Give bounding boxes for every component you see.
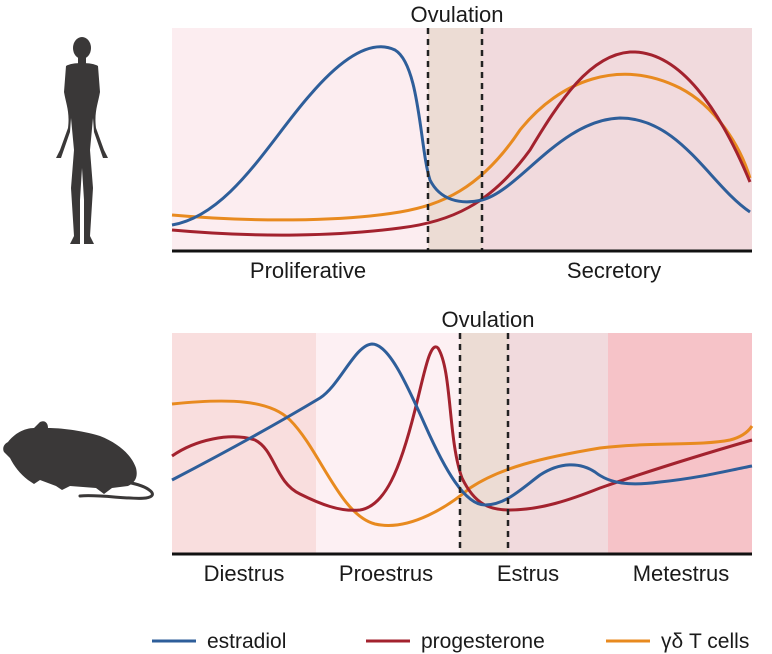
phase-label-estrus: Estrus	[497, 561, 559, 586]
legend-estradiol-label: estradiol	[207, 630, 286, 653]
mouse-estradiol-curve	[171, 342, 753, 507]
human-ovulation-band	[428, 28, 482, 250]
phase-label-proestrus: Proestrus	[339, 561, 433, 586]
proestrus-shading	[316, 333, 460, 553]
mouse-silhouette-icon	[3, 421, 154, 500]
phase-label-diestrus: Diestrus	[204, 561, 285, 586]
human-progesterone-curve	[171, 50, 752, 237]
phase-label-secretory: Secretory	[567, 258, 661, 283]
mouse-ovulation-label: Ovulation	[442, 307, 535, 332]
human-silhouette-icon	[56, 37, 108, 244]
human-panel: Ovulation Proliferative Secretory	[56, 2, 752, 283]
human-ovulation-label: Ovulation	[411, 2, 504, 27]
human-gd-t-cells-curve	[171, 72, 752, 222]
mouse-ovulation-band	[460, 333, 508, 553]
human-estradiol-curve	[171, 45, 751, 227]
phase-label-proliferative: Proliferative	[250, 258, 366, 283]
estrus-shading	[508, 333, 608, 553]
legend-gd-t-cells-label: γδ T cells	[661, 630, 749, 653]
mouse-panel: Ovulation Diestrus Proestrus Estrus Mete…	[3, 307, 754, 586]
mouse-progesterone-curve	[171, 345, 753, 512]
legend: estradiol progesterone γδ T cells	[152, 630, 749, 653]
phase-label-metestrus: Metestrus	[633, 561, 730, 586]
legend-progesterone-label: progesterone	[421, 630, 545, 653]
secretory-shading	[482, 28, 752, 250]
